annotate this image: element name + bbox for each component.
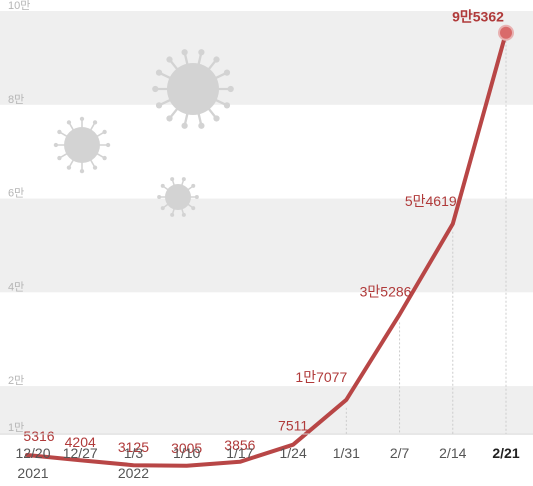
y-tick-label: 4만 (8, 280, 24, 293)
data-label: 5만4619 (405, 193, 457, 209)
y-tick-label: 10만 (8, 0, 30, 12)
x-tick-label: 1/31 (333, 445, 360, 461)
data-label: 3만5286 (360, 283, 412, 299)
y-tick-label: 8만 (8, 93, 24, 106)
virus-small-icon (157, 177, 199, 217)
last-point-marker (498, 24, 514, 41)
data-labels: 5316 4204 3125 3005 3856 7511 1만7077 3만5286 5만46… (23, 9, 504, 456)
data-label: 7511 (278, 418, 308, 434)
virus-large-icon (152, 49, 234, 129)
y-axis-ticks: 1만 2만 4만 6만 8만 10만 (8, 0, 30, 434)
grid-band (0, 386, 533, 433)
y-tick-label: 6만 (8, 187, 24, 200)
x-tick-label: 1/17 (226, 445, 253, 461)
x-tick-label: 12/20 (15, 445, 50, 461)
data-label: 3005 (171, 440, 202, 456)
data-label: 5316 (23, 428, 54, 444)
x-axis-ticks: 12/20 2021 12/27 1/3 2022 1/10 1/17 1/24 1/31 2/7… (15, 445, 519, 481)
grid-band (0, 198, 533, 293)
x-tick-label: 1/3 (124, 445, 144, 461)
data-label: 3856 (224, 437, 255, 453)
x-tick-label: 2/7 (390, 445, 410, 461)
x-tick-label: 1/10 (173, 445, 200, 461)
grid-bands (0, 11, 533, 433)
data-label: 1만7077 (295, 369, 347, 385)
x-tick-label: 1/24 (279, 445, 306, 461)
y-tick-label: 1만 (8, 421, 24, 434)
virus-decoration (53, 49, 234, 217)
x-tick-label: 2/21 (492, 445, 519, 461)
data-label: 9만5362 (452, 9, 504, 25)
vertical-guides (345, 40, 507, 434)
virus-medium-icon (53, 116, 111, 174)
series-line (25, 30, 508, 468)
x-year-label: 2021 (17, 465, 48, 481)
markers (498, 24, 514, 41)
x-tick-label: 12/27 (63, 445, 98, 461)
x-tick-label: 2/14 (439, 445, 466, 461)
y-tick-label: 2만 (8, 374, 24, 387)
x-year-label: 2022 (118, 465, 149, 481)
data-label: 3125 (118, 439, 149, 455)
data-label: 4204 (65, 434, 96, 450)
grid-band (0, 11, 533, 105)
